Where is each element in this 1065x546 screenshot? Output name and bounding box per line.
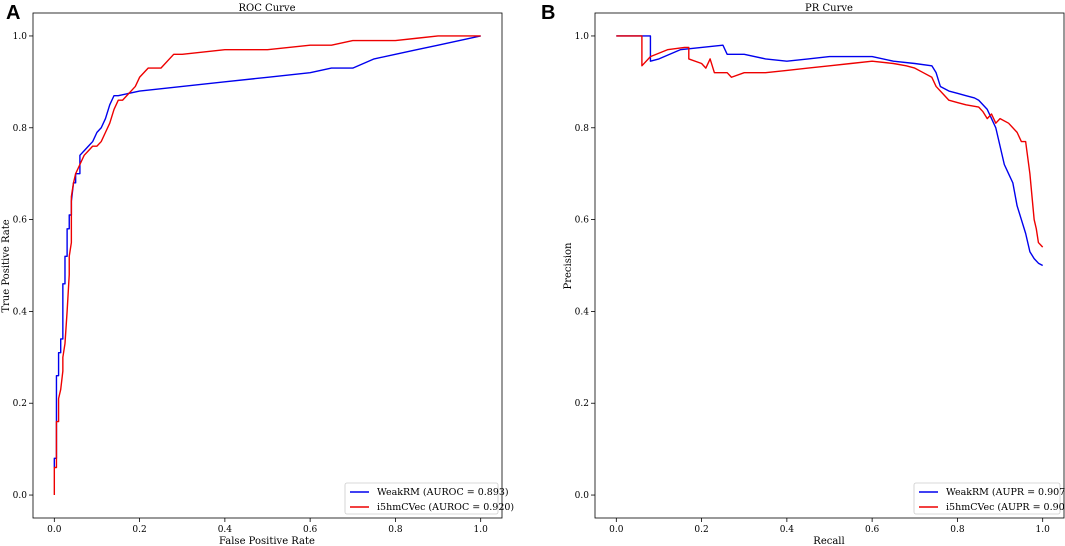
x-tick-label: 1.0 bbox=[1036, 525, 1051, 535]
legend: WeakRM (AUROC = 0.893) i5hmCVec (AUROC =… bbox=[344, 482, 514, 515]
roc-chart: ROC Curve 0.0 0.2 0.4 0.6 0.8 1.0 0.00.20.40.… bbox=[1, 3, 514, 546]
legend-box bbox=[913, 482, 1061, 515]
legend-label-weakrm: WeakRM (AUROC = 0.893) bbox=[377, 487, 509, 498]
series-line-i5hmcvec bbox=[616, 35, 1044, 248]
x-axis-ticks: 0.0 0.2 0.4 0.6 0.8 1.0 bbox=[47, 518, 488, 535]
y-tick-label: 1.0 bbox=[13, 32, 28, 42]
panel-letter-b: B bbox=[541, 2, 555, 24]
legend-label-i5hmcvec: i5hmCVec (AUPR = 0.908) bbox=[946, 502, 1065, 513]
chart-title: ROC Curve bbox=[239, 3, 296, 14]
legend: WeakRM (AUPR = 0.907) i5hmCVec (AUPR = 0… bbox=[913, 482, 1065, 515]
y-tick-label: 0.4 bbox=[13, 307, 28, 317]
y-tick-label: 0.0 bbox=[13, 491, 28, 501]
x-tick-label: 0.2 bbox=[132, 525, 146, 535]
series-layer bbox=[616, 35, 1044, 267]
y-tick-label: 0.8 bbox=[13, 124, 28, 134]
y-tick-label: 0.2 bbox=[13, 399, 27, 409]
y-axis-ticks: 0.0 0.2 0.4 0.6 0.8 1.0 bbox=[13, 32, 33, 501]
x-axis-ticks: 0.0 0.2 0.4 0.6 0.8 1.0 bbox=[609, 518, 1050, 535]
legend-label-weakrm: WeakRM (AUPR = 0.907) bbox=[946, 487, 1065, 498]
plot-frame bbox=[32, 12, 503, 519]
y-axis-ticks: 0.0 0.2 0.4 0.6 0.8 1.0 bbox=[575, 32, 595, 501]
y-tick-label: 0.4 bbox=[575, 307, 590, 317]
x-tick-label: 0.0 bbox=[609, 525, 624, 535]
plot-area: 0.0 0.2 0.4 0.6 0.8 1.0 0.0 0.2 0.4 0.6 0.8 1.0 bbox=[575, 12, 1065, 535]
plot-frame bbox=[594, 12, 1065, 519]
y-tick-label: 0.0 bbox=[575, 491, 590, 501]
x-tick-label: 0.6 bbox=[865, 525, 880, 535]
y-tick-label: 0.6 bbox=[575, 216, 590, 226]
panel-letter-a: A bbox=[6, 2, 20, 24]
y-tick-label: 1.0 bbox=[575, 32, 590, 42]
x-tick-label: 1.0 bbox=[474, 525, 489, 535]
y-tick-label: 0.8 bbox=[575, 124, 590, 134]
x-tick-label: 0.8 bbox=[950, 525, 965, 535]
series-line-weakrm bbox=[616, 35, 1044, 267]
series-layer bbox=[53, 35, 481, 496]
x-tick-label: 0.2 bbox=[694, 525, 708, 535]
x-tick-label: 0.8 bbox=[388, 525, 403, 535]
x-tick-label: 0.4 bbox=[780, 525, 795, 535]
x-tick-label: 0.0 bbox=[47, 525, 62, 535]
legend-label-i5hmcvec: i5hmCVec (AUROC = 0.920) bbox=[377, 502, 514, 513]
y-axis-label: Precision bbox=[563, 242, 574, 290]
x-axis-label: Recall bbox=[813, 536, 844, 546]
series-line-i5hmcvec bbox=[53, 35, 481, 496]
x-axis-label: False Positive Rate bbox=[219, 536, 315, 546]
chart-title: PR Curve bbox=[805, 3, 853, 14]
pr-chart: PR Curve 0.0 0.2 0.4 0.6 0.8 1.0 0.0 0.2 0.4 0.6… bbox=[563, 3, 1065, 546]
series-line-weakrm bbox=[53, 35, 481, 468]
x-tick-label: 0.4 bbox=[218, 525, 233, 535]
legend-box bbox=[344, 482, 499, 515]
y-tick-label: 0.6 bbox=[13, 216, 28, 226]
y-axis-label: True Positive Rate bbox=[1, 219, 12, 312]
y-tick-label: 0.2 bbox=[575, 399, 589, 409]
plot-area: 0.0 0.2 0.4 0.6 0.8 1.0 0.0 0.2 0.4 0.6 0.8 1.0 bbox=[13, 12, 503, 535]
x-tick-label: 0.6 bbox=[303, 525, 318, 535]
